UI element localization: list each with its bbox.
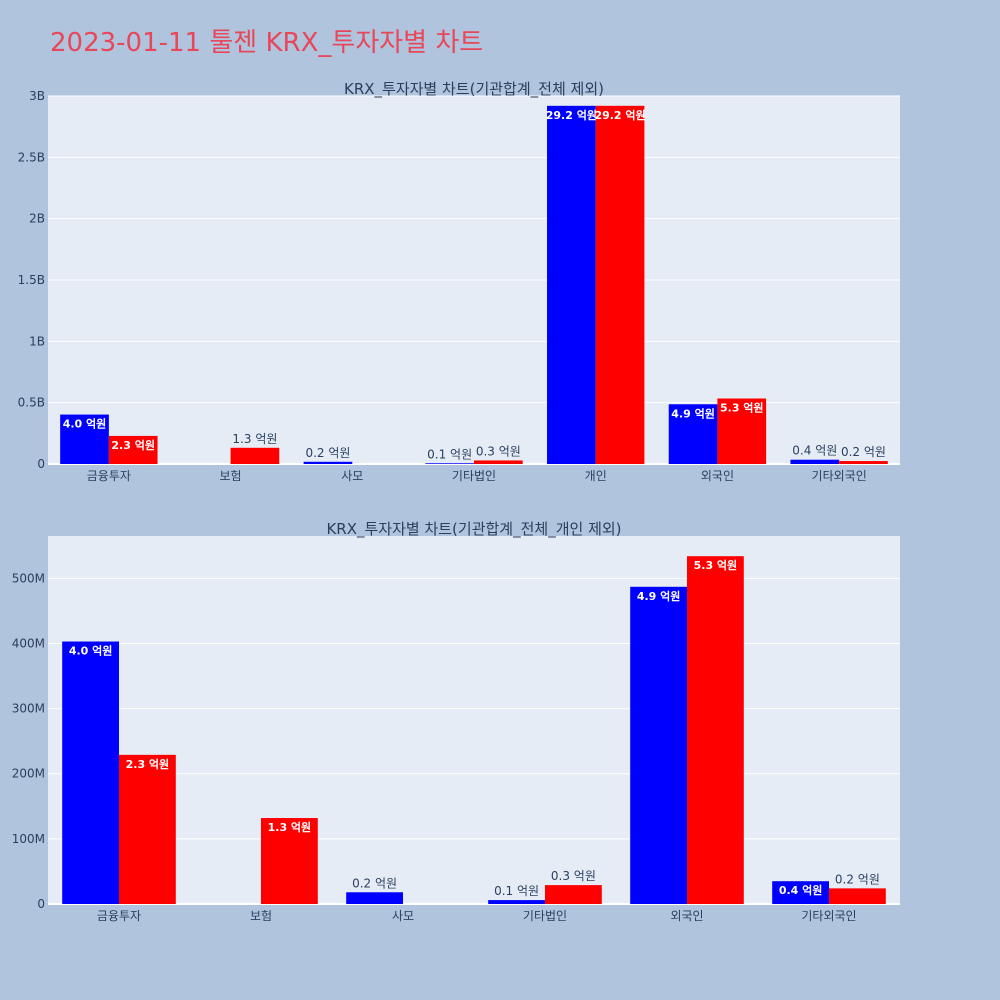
x-tick-label: 기타법인: [452, 469, 496, 483]
data-label: 0.4 억원: [792, 444, 837, 458]
y-tick-label: 1B: [29, 334, 45, 348]
bar-sell: [595, 105, 645, 465]
bar-sell: [474, 460, 523, 464]
bar-sell: [687, 556, 744, 904]
y-tick-label: 0: [37, 457, 45, 471]
chart-title: KRX_투자자별 차트(기관합계_전체_개인 제외): [326, 520, 621, 539]
data-label: 0.3 억원: [551, 869, 596, 883]
data-label: 0.3 억원: [476, 444, 521, 458]
y-tick-label: 2.5B: [18, 150, 45, 164]
x-tick-label: 외국인: [670, 909, 703, 923]
data-label: 4.9 억원: [671, 406, 715, 420]
data-label: 29.2 억원: [546, 108, 597, 122]
bar-buy: [488, 900, 545, 904]
x-tick-label: 외국인: [701, 469, 734, 483]
x-tick-label: 보험: [220, 469, 242, 483]
bar-buy: [790, 459, 840, 464]
bar-buy: [303, 461, 353, 464]
bar-sell: [545, 885, 602, 904]
y-tick-label: 2B: [29, 212, 45, 226]
data-label: 0.1 억원: [494, 884, 539, 898]
x-tick-label: 금융투자: [97, 909, 141, 923]
bar-buy: [772, 881, 829, 904]
bar-buy: [346, 892, 403, 904]
y-tick-label: 200M: [12, 767, 45, 781]
y-tick-label: 300M: [12, 702, 45, 716]
bar-sell: [839, 461, 888, 464]
y-tick-label: 3B: [29, 89, 45, 103]
data-label: 0.1 억원: [427, 447, 472, 461]
data-label: 4.0 억원: [69, 644, 113, 658]
bar-sell: [108, 435, 158, 464]
chart-title: KRX_투자자별 차트(기관합계_전체 제외): [344, 80, 604, 99]
x-tick-label: 사모: [341, 469, 363, 483]
x-tick-label: 기타외국인: [812, 469, 867, 483]
bar-sell: [261, 818, 318, 904]
bar-sell: [119, 754, 176, 904]
bar-buy: [668, 404, 718, 464]
bar-buy: [60, 414, 109, 464]
x-tick-label: 보험: [250, 909, 272, 923]
page-title: 2023-01-11 툴젠 KRX_투자자별 차트: [50, 28, 484, 58]
data-label: 0.2 억원: [305, 446, 350, 460]
data-label: 4.0 억원: [63, 417, 107, 431]
x-tick-label: 금융투자: [87, 469, 131, 483]
data-label: 0.2 억원: [352, 876, 397, 890]
y-tick-label: 0.5B: [18, 396, 45, 410]
x-tick-label: 기타외국인: [801, 909, 856, 923]
bar-buy: [425, 463, 474, 464]
bar-sell: [717, 398, 767, 464]
data-label: 0.2 억원: [835, 872, 880, 886]
y-tick-label: 1.5B: [18, 273, 45, 287]
data-label: 2.3 억원: [111, 438, 155, 452]
data-label: 0.4 억원: [779, 883, 823, 897]
bar-buy: [62, 641, 119, 904]
y-tick-label: 400M: [12, 636, 45, 650]
plot-area: [48, 536, 900, 904]
data-label: 1.3 억원: [268, 820, 312, 834]
x-tick-label: 사모: [392, 909, 414, 923]
y-tick-label: 500M: [12, 571, 45, 585]
x-tick-label: 기타법인: [523, 909, 567, 923]
bar-sell: [829, 888, 886, 904]
data-label: 4.9 억원: [637, 589, 681, 603]
data-label: 5.3 억원: [720, 400, 764, 414]
chart-bottom: 0 100M 200M 300M 400M 500M KRX_투자자별 차트(기관합계_전체…: [12, 520, 900, 923]
y-tick-label: 100M: [12, 832, 45, 846]
data-label: 0.2 억원: [841, 445, 886, 459]
bar-sell: [230, 447, 280, 464]
bar-buy: [547, 105, 596, 465]
x-tick-label: 개인: [585, 469, 607, 483]
y-tick-label: 0: [37, 897, 45, 911]
data-label: 29.2 억원: [594, 108, 645, 122]
data-label: 5.3 억원: [694, 558, 738, 572]
data-label: 2.3 억원: [126, 757, 170, 771]
chart-top: 0 0.5B 1B 1.5B 2B 2.5B 3B KRX_투자자별 차트(기관합계_전체 제…: [18, 80, 900, 483]
data-label: 1.3 억원: [232, 432, 277, 446]
bar-buy: [630, 586, 687, 904]
